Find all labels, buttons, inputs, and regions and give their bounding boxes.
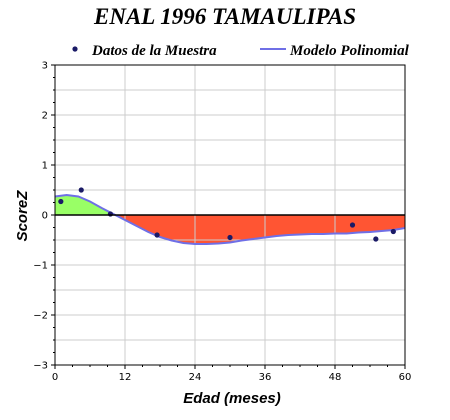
y-tick-label: 3 [42, 61, 48, 72]
y-tick-label: −1 [33, 261, 48, 272]
x-tick-label: 12 [119, 372, 132, 383]
data-point [154, 232, 160, 238]
x-tick-label: 0 [52, 372, 58, 383]
y-axis-label: ScoreZ [14, 190, 31, 242]
legend-marker-points [72, 46, 78, 52]
data-point [78, 187, 84, 193]
model-curve [54, 193, 406, 245]
data-point [390, 228, 396, 235]
x-tick-label: 24 [189, 372, 202, 383]
points-layer [58, 187, 396, 242]
y-tick-label: 2 [42, 111, 48, 122]
y-tick-label: 1 [42, 161, 48, 172]
y-tick-label: −2 [33, 311, 48, 322]
x-axis-label: Edad (meses) [183, 390, 281, 407]
y-tick-label: 0 [42, 211, 48, 222]
legend-label-points: Datos de la Muestra [91, 43, 217, 59]
data-point [349, 222, 356, 228]
area-fill [55, 195, 406, 244]
plot-area [51, 64, 406, 369]
negative-fill-area [115, 215, 406, 244]
legend-label-curve: Modelo Polinomial [289, 43, 410, 59]
legend: Datos de la Muestra Modelo Polinomial [72, 43, 410, 59]
chart-title: ENAL 1996 TAMAULIPAS [93, 4, 356, 29]
y-tick-label: −3 [33, 361, 48, 372]
curve-layer [54, 193, 406, 245]
data-point [58, 198, 64, 205]
x-tick-label: 48 [329, 372, 342, 383]
axes [51, 64, 406, 369]
data-point [227, 234, 233, 241]
x-tick-label: 36 [259, 372, 272, 383]
positive-fill-area [55, 195, 116, 215]
data-point [107, 211, 114, 217]
data-point [373, 236, 379, 242]
x-tick-label: 60 [399, 372, 412, 383]
